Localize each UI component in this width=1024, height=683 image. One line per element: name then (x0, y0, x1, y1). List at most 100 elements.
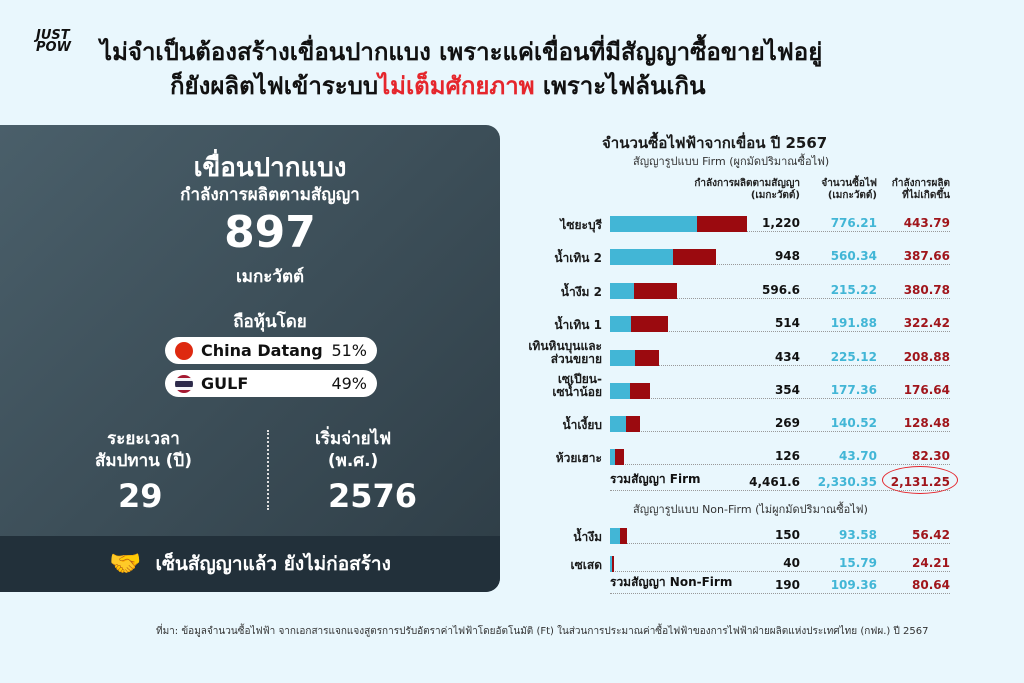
table-row: น้ำเงี้ยบ 269 140.52 128.48 (500, 412, 960, 432)
bar-purchased (610, 556, 612, 572)
row-label: น้ำเทิน 2 (554, 251, 602, 265)
purchased-value: 177.36 (830, 383, 877, 397)
row-label: เซเปียน- เซน้ำน้อย (552, 372, 602, 399)
purchased-value: 15.79 (839, 556, 877, 570)
capacity-bar (610, 316, 668, 332)
capacity-bar (610, 383, 650, 399)
row-divider (610, 331, 950, 332)
purchased-value: 225.12 (830, 350, 877, 364)
bar-unused (635, 350, 659, 366)
purchased-value: 2,330.35 (817, 475, 877, 489)
dam-info-panel: เขื่อนปากแบง กำลังการผลิตตามสัญญา 897 เม… (0, 125, 500, 592)
purchased-value: 191.88 (830, 316, 877, 330)
row-divider (610, 431, 950, 432)
capacity-value: 948 (774, 249, 800, 263)
purchased-value: 560.34 (830, 249, 877, 263)
row-label: ไซยะบุรี (560, 218, 602, 232)
unused-value: 322.42 (903, 316, 950, 330)
bar-purchased (610, 216, 697, 232)
purchased-value: 776.21 (830, 216, 877, 230)
bar-unused (634, 283, 677, 299)
china-flag-icon (175, 341, 193, 360)
table-row: น้ำงึม 150 93.58 56.42 (500, 524, 960, 544)
bar-purchased (610, 528, 621, 544)
purchased-value: 93.58 (839, 528, 877, 542)
col-buy-header: จำนวนซื้อไฟ (เมกะวัตต์) (821, 178, 877, 201)
capacity-value: 434 (774, 350, 800, 364)
bar-purchased (610, 416, 626, 432)
capacity-bar (610, 249, 717, 265)
unused-value: 80.64 (912, 578, 950, 592)
row-label: เซเสด (570, 558, 602, 572)
nonfirm-subtitle: สัญญารูปแบบ Non-Firm (ไม่ผูกมัดปริมาณซื้… (633, 503, 868, 516)
capacity-label: กำลังการผลิตตามสัญญา (180, 185, 360, 205)
source-note: ที่มา: ข้อมูลจำนวนซื้อไฟฟ้า จากเอกสารแจก… (156, 626, 929, 637)
table-row: เซเปียน- เซน้ำน้อย 354 177.36 176.64 (500, 373, 960, 399)
bar-unused (631, 316, 668, 332)
capacity-value: 150 (774, 528, 800, 542)
bar-unused (611, 556, 615, 572)
purchased-value: 43.70 (839, 449, 877, 463)
row-label: น้ำเทิน 1 (554, 318, 602, 332)
unused-value: 208.88 (903, 350, 950, 364)
bar-purchased (610, 249, 673, 265)
firm-subtitle: สัญญารูปแบบ Firm (ผูกมัดปริมาณซื้อไฟ) (633, 155, 830, 168)
table-row: เทินหินบุนและ ส่วนขยาย 434 225.12 208.88 (500, 340, 960, 366)
purchased-value: 215.22 (830, 283, 877, 297)
col-unused-header: กำลังการผลิต ที่ไม่เกิดขึ้น (891, 178, 950, 201)
logo: JUST POW (36, 28, 71, 55)
highlight-circle (882, 466, 958, 494)
row-divider (610, 490, 950, 491)
table-row: น้ำงึม 2 596.6 215.22 380.78 (500, 279, 960, 299)
bar-purchased (610, 316, 632, 332)
table-row: ไซยะบุรี 1,220 776.21 443.79 (500, 212, 960, 232)
capacity-bar (610, 528, 627, 544)
row-label: เทินหินบุนและ ส่วนขยาย (528, 339, 602, 366)
table-row: ห้วยเฮาะ 126 43.70 82.30 (500, 445, 960, 465)
held-by-label: ถือหุ้นโดย (233, 312, 307, 332)
headline-line1: ไม่จำเป็นต้องสร้างเขื่อนปากแบง เพราะแค่เ… (100, 38, 823, 66)
capacity-value: 897 (224, 207, 316, 258)
capacity-value: 190 (774, 578, 800, 592)
bar-purchased (610, 383, 630, 399)
row-label: รวมสัญญา Non-Firm (610, 575, 733, 589)
shareholder-gulf: GULF 49% (165, 370, 377, 397)
bar-unused (672, 249, 717, 265)
capacity-bar (610, 283, 677, 299)
bar-purchased (610, 449, 615, 465)
concession-value: 29 (118, 477, 163, 515)
unused-value: 56.42 (912, 528, 950, 542)
row-divider (610, 571, 950, 572)
handshake-contract-icon: 🤝 (109, 549, 142, 579)
bar-purchased (610, 350, 636, 366)
capacity-bar (610, 449, 625, 465)
table-title: จำนวนซื้อไฟฟ้าจากเขื่อน ปี 2567 (602, 134, 828, 152)
row-divider (610, 231, 950, 232)
row-label: ห้วยเฮาะ (555, 451, 602, 465)
status-text: เซ็นสัญญาแล้ว ยังไม่ก่อสร้าง (155, 553, 391, 575)
capacity-bar (610, 216, 747, 232)
unused-value: 128.48 (903, 416, 950, 430)
capacity-unit: เมกะวัตต์ (235, 267, 305, 287)
row-divider (610, 398, 950, 399)
table-row: เซเสด 40 15.79 24.21 (500, 552, 960, 572)
row-divider (610, 543, 950, 544)
bar-unused (629, 383, 650, 399)
bar-unused (620, 528, 627, 544)
capacity-value: 269 (774, 416, 800, 430)
unused-value: 24.21 (912, 556, 950, 570)
capacity-value: 4,461.6 (749, 475, 800, 489)
shareholder-china-datang: China Datang 51% (165, 337, 377, 364)
row-divider (610, 298, 950, 299)
unused-value: 380.78 (903, 283, 950, 297)
capacity-value: 40 (783, 556, 800, 570)
row-divider (610, 365, 950, 366)
bar-purchased (610, 283, 635, 299)
headline-line2: ก็ยังผลิตไฟเข้าระบบไม่เต็มศักยภาพ เพราะไ… (170, 72, 706, 100)
bar-unused (614, 449, 625, 465)
total-row: รวมสัญญา Non-Firm 190 109.36 80.64 (500, 574, 960, 594)
capacity-value: 1,220 (762, 216, 800, 230)
divider (267, 430, 269, 510)
cod-value: 2576 (328, 477, 418, 515)
dam-name: เขื่อนปากแบง (193, 153, 347, 183)
